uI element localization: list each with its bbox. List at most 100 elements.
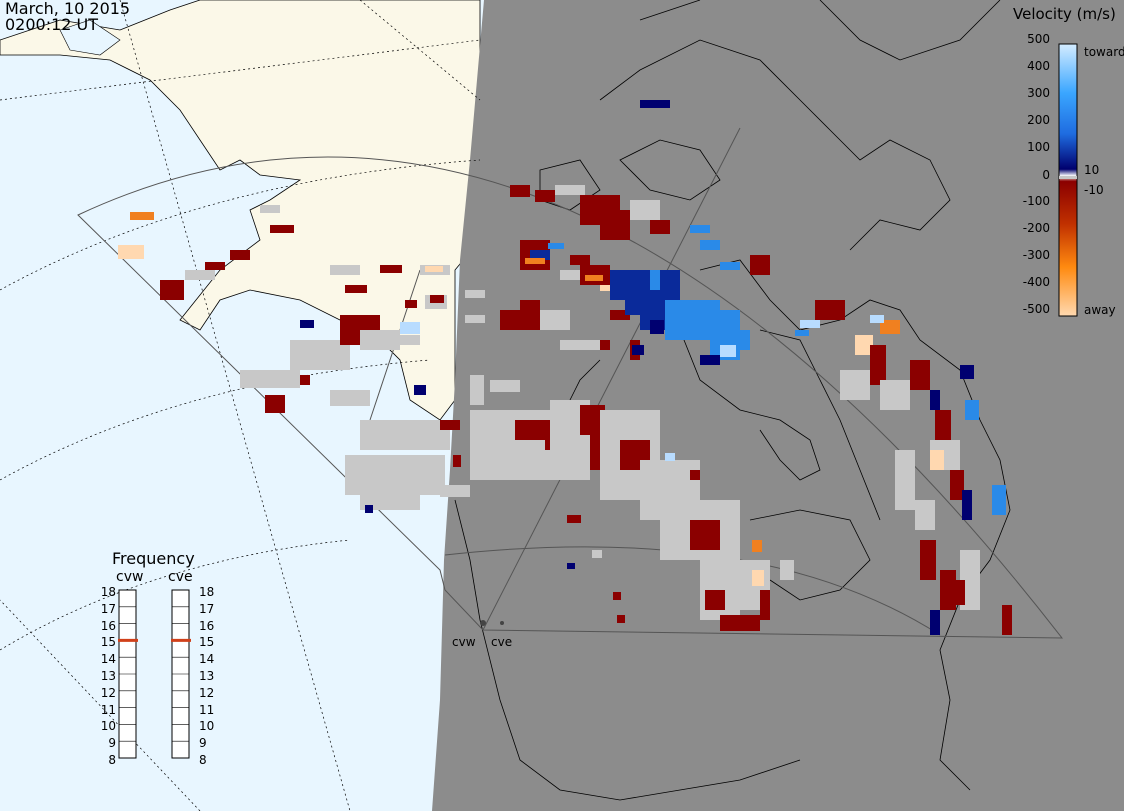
radar-label-cvw: cvw: [452, 635, 476, 649]
colorbar-gradient: [1058, 43, 1078, 317]
velocity-cell: [360, 420, 450, 450]
radar-label-cve: cve: [491, 635, 513, 649]
colorbar-tick-label: 200: [1027, 113, 1050, 127]
colorbar-tick-label: -10: [1084, 183, 1104, 197]
velocity-cell: [795, 330, 809, 336]
velocity-cell: [570, 255, 590, 265]
velocity-cell: [345, 455, 445, 495]
velocity-cell: [567, 515, 581, 523]
velocity-cell: [160, 280, 184, 300]
frequency-tick-right: 14: [199, 652, 215, 667]
colorbar-tick-label: -300: [1022, 248, 1050, 262]
velocity-cell: [130, 212, 154, 220]
velocity-cell: [780, 560, 794, 580]
velocity-cell: [935, 410, 951, 440]
velocity-cell: [240, 370, 300, 388]
frequency-tick-right: 16: [199, 618, 215, 633]
colorbar-tick-label: -400: [1022, 275, 1050, 289]
velocity-cell: [515, 420, 545, 440]
date-label: March, 10 2015: [5, 0, 131, 18]
velocity-cell: [752, 540, 762, 552]
velocity-cell: [360, 330, 400, 350]
colorbar-tick-label: -200: [1022, 221, 1050, 235]
velocity-cell: [660, 270, 680, 290]
velocity-cell: [930, 610, 940, 635]
frequency-tick-left: 15: [100, 635, 116, 650]
velocity-cell: [400, 335, 420, 345]
velocity-cell: [880, 380, 910, 410]
velocity-cell: [500, 310, 540, 330]
frequency-tick-left: 14: [100, 652, 116, 667]
velocity-cell: [330, 390, 370, 406]
velocity-cell: [690, 470, 700, 480]
velocity-cell: [950, 470, 964, 500]
velocity-cell: [700, 240, 720, 250]
velocity-cell: [600, 285, 614, 291]
velocity-cell: [205, 262, 225, 270]
colorbar-tick-label: 0: [1042, 168, 1050, 182]
velocity-cell: [567, 563, 575, 569]
velocity-cell: [665, 453, 675, 461]
velocity-cell: [185, 270, 215, 280]
frequency-tick-right: 9: [199, 736, 207, 751]
velocity-cell: [880, 320, 900, 334]
velocity-cell: [118, 245, 144, 259]
velocity-cell: [380, 265, 402, 273]
velocity-cell: [560, 340, 600, 350]
colorbar-tick-label: -500: [1022, 302, 1050, 316]
velocity-cell: [510, 185, 530, 197]
velocity-cell: [752, 570, 764, 586]
frequency-tick-left: 10: [100, 719, 116, 734]
velocity-cell: [915, 500, 935, 530]
freq-radar-cvw: cvw: [116, 569, 144, 585]
frequency-tick-right: 8: [199, 753, 207, 767]
latlon-grid: [0, 0, 481, 811]
velocity-cell: [992, 485, 1006, 515]
colorbar-tick-label: 10: [1084, 163, 1100, 177]
velocity-cell: [960, 365, 974, 379]
velocity-cell: [525, 258, 545, 264]
toward-label: toward: [1084, 45, 1124, 59]
frequency-tick-right: 13: [199, 669, 215, 683]
velocity-cell: [585, 275, 603, 281]
velocity-cell: [600, 210, 630, 240]
velocity-cell: [895, 450, 915, 510]
frequency-tick-right: 17: [199, 601, 215, 616]
velocity-cell: [260, 205, 280, 213]
velocity-cell: [920, 540, 936, 580]
velocity-cell: [705, 590, 725, 610]
frequency-tick-left: 18: [100, 585, 116, 599]
colorbar-tick-label: 100: [1027, 140, 1050, 154]
velocity-cell: [540, 310, 570, 330]
velocity-cell: [520, 300, 540, 310]
frequency-tick-left: 16: [100, 618, 116, 633]
colorbar-title: Velocity (m/s): [1013, 5, 1116, 23]
frequency-column-cvw: [118, 589, 138, 759]
frequency-tick-left: 13: [100, 669, 116, 683]
velocity-cell: [530, 250, 550, 260]
velocity-cell: [870, 345, 886, 385]
velocity-cell: [700, 355, 720, 365]
freq-radar-cve: cve: [168, 569, 193, 585]
velocity-cell: [870, 315, 884, 323]
velocity-cell: [365, 505, 373, 513]
velocity-cell: [610, 310, 630, 320]
velocity-cell: [300, 320, 314, 328]
frequency-tick-left: 11: [100, 702, 116, 717]
away-label: away: [1084, 303, 1116, 317]
velocity-cell: [690, 520, 720, 550]
velocity-cell: [815, 300, 845, 320]
velocity-cell: [800, 320, 820, 328]
velocity-cell: [470, 410, 490, 480]
velocity-cell: [548, 243, 564, 249]
velocity-cell: [230, 250, 250, 260]
velocity-cell: [720, 615, 760, 631]
velocity-cell: [840, 370, 870, 400]
velocity-cell: [490, 380, 520, 392]
velocity-cell: [330, 265, 360, 275]
frequency-tick-left: 8: [108, 753, 116, 767]
frequency-tick-left: 17: [100, 601, 116, 616]
radar-site-cve: [500, 621, 504, 625]
velocity-cell: [855, 335, 873, 355]
velocity-cell: [535, 190, 555, 202]
